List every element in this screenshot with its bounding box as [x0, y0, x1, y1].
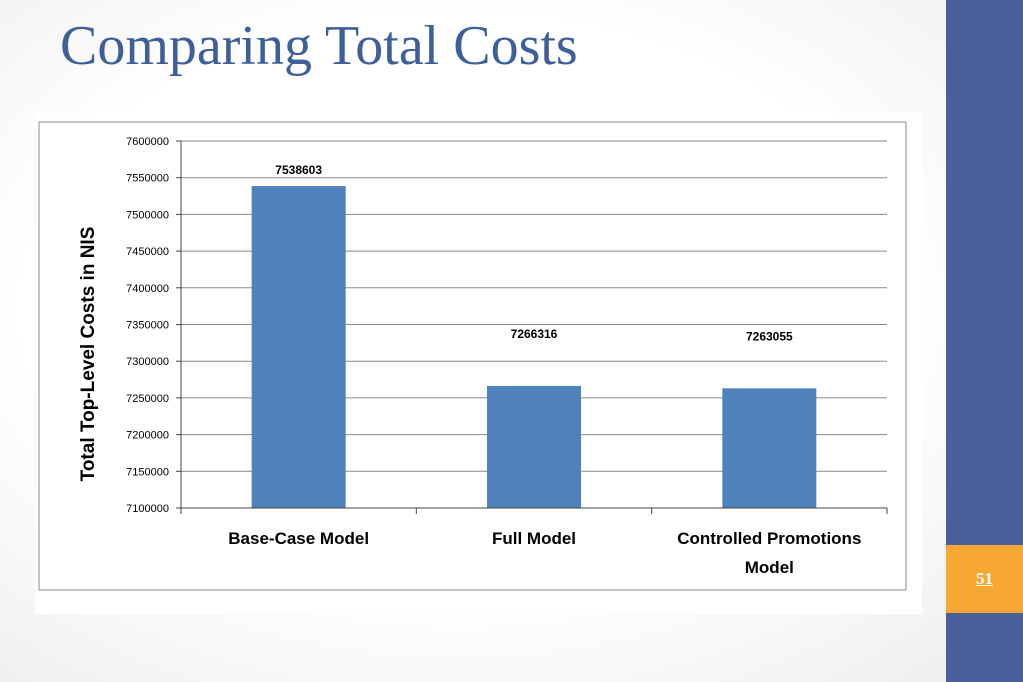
y-tick-label: 7150000 — [126, 466, 169, 478]
data-label: 7538603 — [275, 163, 322, 177]
category-label: Model — [745, 558, 794, 577]
y-tick-label: 7300000 — [126, 356, 169, 368]
page-number-box: 51 — [946, 545, 1023, 613]
y-tick-label: 7250000 — [126, 393, 169, 405]
bar — [722, 388, 817, 508]
bar-chart: 7100000 7150000 7200000 7250000 7300000 73500… — [38, 121, 907, 591]
chart-panel: 7100000 7150000 7200000 7250000 7300000 73500… — [35, 113, 922, 614]
y-tick-label: 7450000 — [126, 246, 169, 258]
y-tick-label: 7100000 — [126, 503, 169, 515]
y-tick-label: 7500000 — [126, 209, 169, 221]
plot-frame — [38, 121, 907, 591]
data-label: 7266316 — [511, 327, 558, 341]
y-tick-label: 7350000 — [126, 320, 169, 332]
y-tick-label: 7400000 — [126, 283, 169, 295]
bar — [487, 385, 581, 508]
page-number[interactable]: 51 — [976, 569, 993, 588]
y-tick-label: 7550000 — [126, 173, 169, 185]
y-tick-label: 7200000 — [126, 430, 169, 442]
y-tick-label: 7600000 — [126, 136, 169, 148]
data-label: 7263055 — [746, 329, 793, 343]
y-axis-title: Total Top-Level Costs in NIS — [78, 227, 99, 482]
category-label: Controlled Promotions — [677, 529, 861, 548]
category-label: Full Model — [492, 529, 576, 548]
bar — [251, 186, 346, 508]
slide-title: Comparing Total Costs — [60, 15, 578, 77]
category-label: Base-Case Model — [228, 529, 369, 548]
